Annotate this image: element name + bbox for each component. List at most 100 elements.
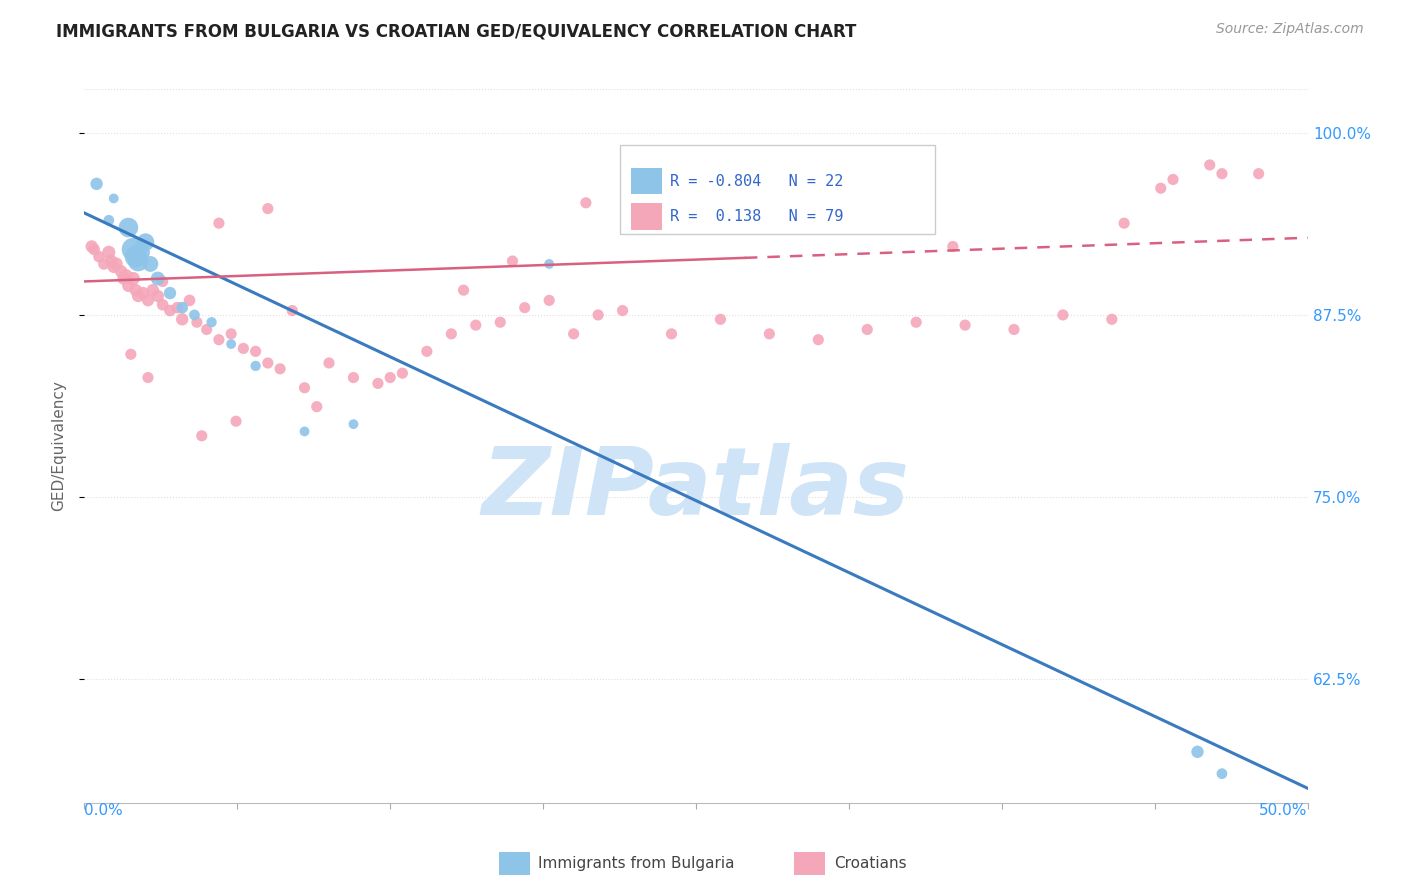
Text: Immigrants from Bulgaria: Immigrants from Bulgaria: [538, 856, 735, 871]
Point: [416, 344, 439, 359]
Point: [159, 303, 181, 318]
Point: [127, 254, 149, 268]
Point: [440, 326, 463, 341]
Point: [142, 283, 165, 297]
Point: [1198, 158, 1220, 172]
Point: [117, 278, 139, 293]
Point: [758, 326, 780, 341]
Point: [953, 318, 976, 332]
Point: [367, 376, 389, 391]
Point: [208, 333, 231, 347]
Point: [538, 293, 561, 308]
Point: [122, 243, 145, 257]
Point: [807, 333, 830, 347]
Point: [195, 322, 218, 336]
Point: [1211, 167, 1233, 181]
Point: [179, 293, 201, 308]
Point: [136, 293, 159, 308]
Point: [502, 254, 524, 268]
Point: [661, 326, 683, 341]
Text: IMMIGRANTS FROM BULGARIA VS CROATIAN GED/EQUIVALENCY CORRELATION CHART: IMMIGRANTS FROM BULGARIA VS CROATIAN GED…: [56, 22, 856, 40]
Point: [97, 245, 120, 260]
Point: [942, 239, 965, 253]
Point: [80, 239, 103, 253]
Point: [97, 213, 120, 227]
Point: [152, 298, 174, 312]
Point: [125, 283, 148, 297]
Point: [219, 337, 242, 351]
Point: [112, 271, 135, 285]
Point: [1150, 181, 1173, 195]
Point: [166, 301, 188, 315]
Point: [232, 342, 254, 356]
Point: [538, 257, 561, 271]
Point: [115, 268, 138, 283]
Point: [245, 344, 267, 359]
Point: [856, 322, 879, 336]
Point: [172, 301, 194, 315]
Text: R =  0.138   N = 79: R = 0.138 N = 79: [671, 209, 844, 224]
Point: [1187, 745, 1209, 759]
Point: [770, 202, 793, 216]
Point: [305, 400, 328, 414]
Point: [1161, 172, 1184, 186]
Point: [318, 356, 340, 370]
Point: [127, 289, 149, 303]
Point: [562, 326, 585, 341]
Point: [225, 414, 247, 428]
Point: [513, 301, 536, 315]
Point: [342, 417, 364, 432]
Point: [1247, 167, 1270, 181]
Point: [103, 260, 125, 274]
Point: [575, 195, 598, 210]
Text: 0.0%: 0.0%: [84, 803, 124, 818]
Point: [905, 315, 928, 329]
Point: [129, 245, 152, 260]
Point: [125, 250, 148, 264]
Point: [1052, 308, 1074, 322]
Point: [1211, 766, 1233, 780]
Point: [489, 315, 512, 329]
Point: [342, 370, 364, 384]
Point: [105, 257, 128, 271]
Point: [709, 312, 731, 326]
Point: [139, 257, 162, 271]
Point: [152, 275, 174, 289]
Point: [1002, 322, 1025, 336]
Point: [103, 191, 125, 205]
Point: [453, 283, 475, 297]
Point: [191, 429, 214, 443]
Point: [120, 347, 142, 361]
Point: [186, 315, 208, 329]
Text: R = -0.804   N = 22: R = -0.804 N = 22: [671, 174, 844, 188]
Point: [269, 361, 291, 376]
Point: [183, 308, 205, 322]
Point: [1114, 216, 1136, 230]
Point: [624, 211, 647, 225]
Point: [294, 425, 316, 439]
Point: [86, 177, 108, 191]
Point: [110, 264, 132, 278]
Point: [159, 286, 181, 301]
Point: [612, 303, 634, 318]
Point: [294, 381, 316, 395]
Point: [257, 356, 280, 370]
Point: [208, 216, 231, 230]
Point: [200, 315, 222, 329]
Point: [93, 257, 115, 271]
Text: 50.0%: 50.0%: [1260, 803, 1308, 818]
Point: [146, 271, 169, 285]
Point: [100, 254, 122, 268]
Point: [83, 243, 105, 257]
Text: Croatians: Croatians: [834, 856, 907, 871]
Point: [172, 312, 194, 326]
Point: [281, 303, 304, 318]
Point: [391, 366, 413, 380]
Point: [697, 181, 720, 195]
Text: ZIPatlas: ZIPatlas: [482, 442, 910, 535]
Point: [117, 220, 139, 235]
Point: [464, 318, 486, 332]
Point: [87, 250, 110, 264]
Text: Source: ZipAtlas.com: Source: ZipAtlas.com: [1216, 22, 1364, 37]
Point: [219, 326, 242, 341]
